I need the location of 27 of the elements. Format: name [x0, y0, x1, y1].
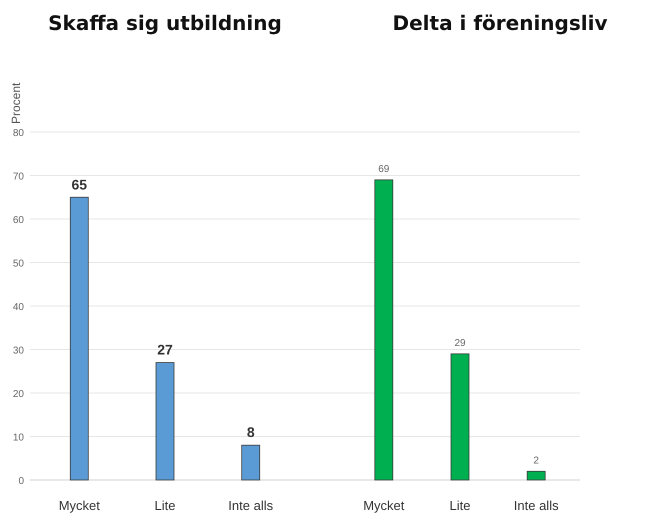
x-tick-label: Inte alls	[514, 498, 560, 513]
x-tick-label: Inte alls	[228, 498, 274, 513]
data-label: 69	[378, 164, 390, 175]
y-tick-label: 60	[12, 215, 24, 226]
y-tick-label: 80	[12, 128, 24, 139]
bar	[70, 196, 89, 480]
x-tick-label: Mycket	[363, 498, 405, 513]
data-label: 8	[246, 424, 255, 440]
y-tick-label: 30	[12, 346, 24, 356]
data-label: 2	[533, 455, 540, 466]
y-tick-label: 20	[12, 389, 24, 400]
y-axis-title: Procent	[9, 82, 23, 124]
bar	[156, 362, 174, 480]
chart-title: Skaffa sig utbildning	[48, 11, 282, 35]
y-tick-label: 40	[12, 302, 24, 313]
x-tick-label: Lite	[154, 498, 176, 513]
y-tick-label: 0	[18, 476, 24, 487]
bar	[241, 444, 260, 480]
data-label: 65	[71, 176, 88, 192]
data-label: 27	[157, 342, 173, 358]
x-tick-label: Lite	[450, 498, 470, 513]
y-tick-label: 50	[12, 258, 24, 270]
chart-title: Delta i föreningsliv	[392, 11, 608, 35]
y-tick-label: 70	[12, 172, 24, 182]
data-label: 29	[454, 338, 466, 349]
x-tick-label: Mycket	[58, 498, 100, 513]
y-tick-label: 10	[12, 432, 24, 444]
